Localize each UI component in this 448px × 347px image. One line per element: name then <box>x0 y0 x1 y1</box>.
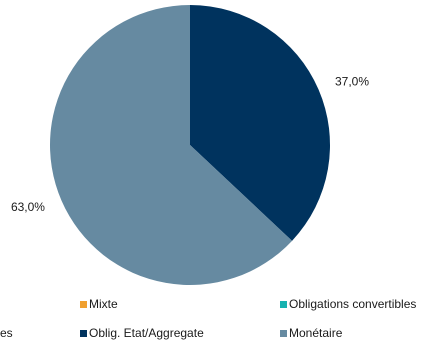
slice-label-1: 63,0% <box>11 200 45 214</box>
legend-swatch-monetaire <box>280 329 287 337</box>
slice-label-0: 37,0% <box>335 74 369 88</box>
legend-label-mixte: Mixte <box>89 297 118 311</box>
legend-swatch-mixte <box>80 300 87 308</box>
pie-slice-mon-taire <box>50 5 293 285</box>
legend-item-mixte: Mixte <box>80 297 118 311</box>
legend-swatch-obligations-convertibles <box>280 300 287 308</box>
legend-item-obligations-convertibles: Obligations convertibles <box>280 297 416 311</box>
pie-slice-oblig-etat-aggregate <box>190 5 330 241</box>
legend-swatch-oblig-etat-aggregate <box>80 329 87 337</box>
legend-label-oblig-etat-aggregate: Oblig. Etat/Aggregate <box>89 326 204 340</box>
legend-label-truncated: es <box>0 326 13 340</box>
legend-label-monetaire: Monétaire <box>289 326 343 340</box>
legend-label-obligations-convertibles: Obligations convertibles <box>289 297 417 311</box>
legend-item-oblig-etat-aggregate: Oblig. Etat/Aggregate <box>80 326 204 340</box>
legend-item-monetaire: Monétaire <box>280 326 342 340</box>
legend-item-truncated: es <box>0 326 13 340</box>
